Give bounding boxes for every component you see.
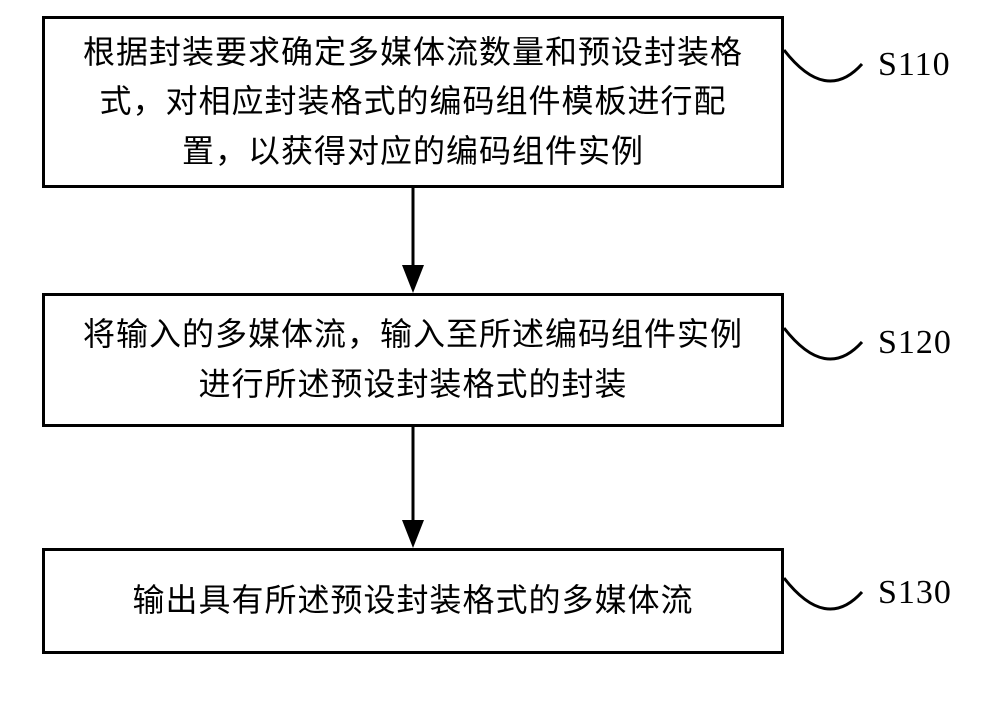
- flow-arrow-s120-s130: [0, 0, 1000, 713]
